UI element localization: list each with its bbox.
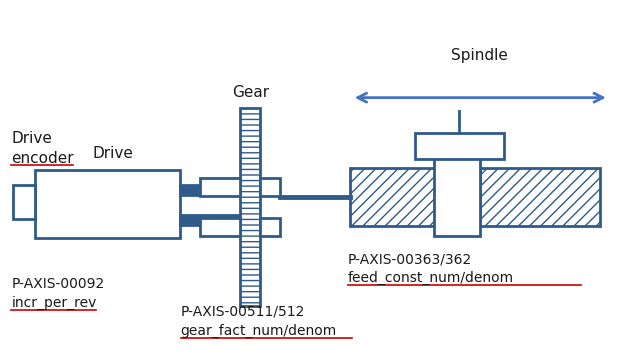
Bar: [434, 158, 480, 236]
Bar: [415, 133, 504, 159]
Text: Drive: Drive: [11, 131, 52, 146]
Text: P-AXIS-00511/512: P-AXIS-00511/512: [181, 304, 305, 318]
Bar: [480, 168, 600, 226]
Bar: [260, 178, 280, 196]
Bar: [13, 185, 35, 219]
Bar: [180, 185, 239, 195]
Text: P-AXIS-00092: P-AXIS-00092: [11, 277, 105, 291]
Text: Drive: Drive: [93, 146, 133, 161]
Text: Gear: Gear: [232, 85, 269, 100]
Bar: [241, 108, 260, 306]
Text: P-AXIS-00363/362: P-AXIS-00363/362: [348, 252, 472, 266]
Bar: [350, 168, 461, 226]
Bar: [35, 170, 180, 238]
Bar: [180, 215, 239, 225]
Text: gear_fact_num/denom: gear_fact_num/denom: [181, 324, 337, 338]
Text: Spindle: Spindle: [451, 48, 508, 63]
Text: feed_const_num/denom: feed_const_num/denom: [348, 271, 514, 285]
Bar: [260, 218, 280, 236]
Text: incr_per_rev: incr_per_rev: [11, 296, 97, 310]
Bar: [200, 178, 241, 196]
Bar: [200, 218, 241, 236]
Text: encoder: encoder: [11, 151, 74, 166]
